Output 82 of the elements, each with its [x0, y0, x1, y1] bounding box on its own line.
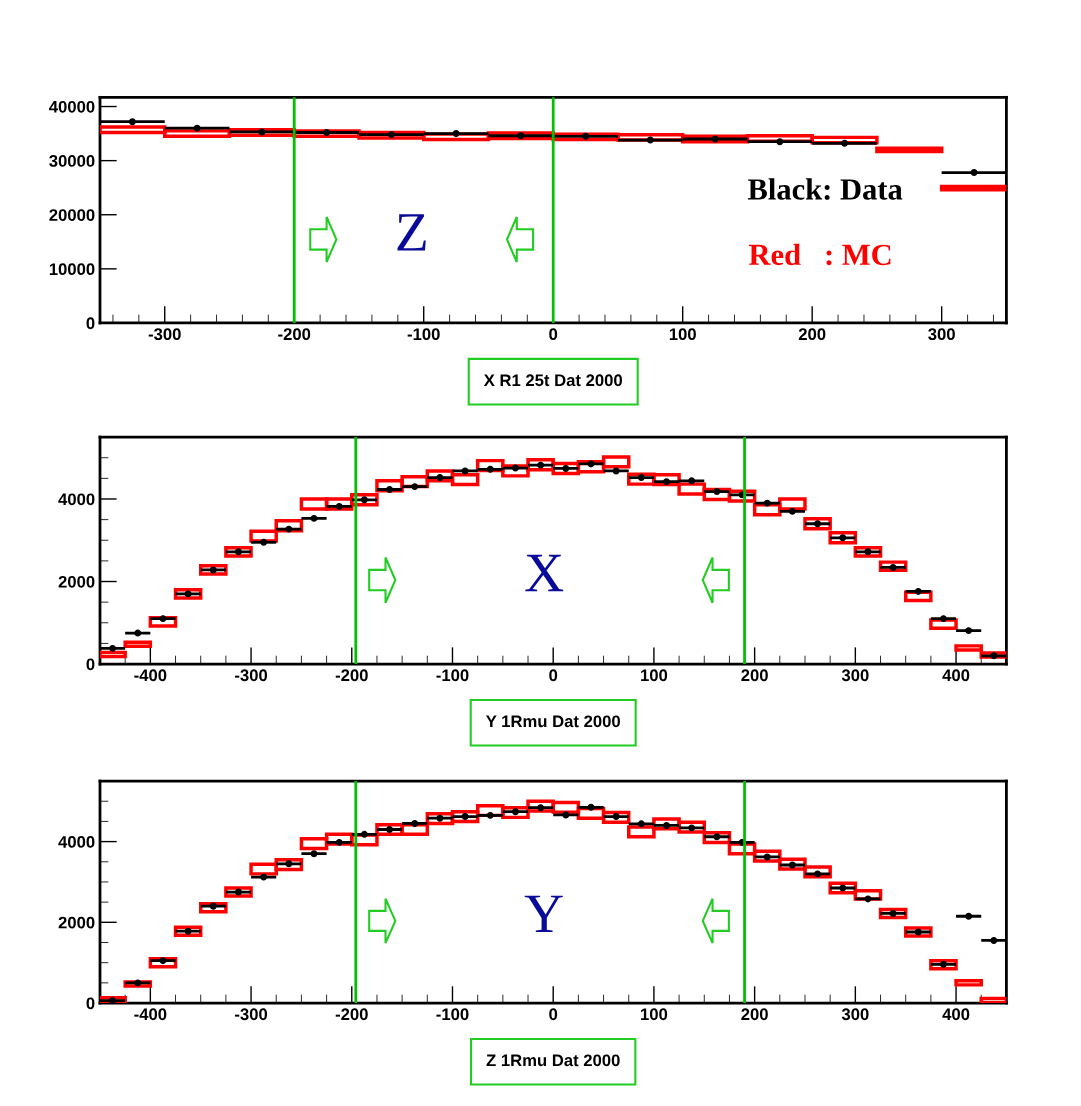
- x-tick-label: 0: [549, 669, 558, 682]
- x-tick-label: 400: [942, 1008, 970, 1021]
- point: [387, 131, 395, 139]
- point: [646, 136, 654, 144]
- point: [193, 124, 201, 132]
- point: [562, 811, 570, 819]
- x-tick-label: 200: [741, 1008, 768, 1021]
- x-tick-label: -300: [148, 328, 181, 341]
- point: [637, 820, 645, 828]
- x-tick-label: -300: [235, 1008, 268, 1021]
- x-tick-label: -100: [436, 1008, 469, 1021]
- annotation: Y: [524, 895, 563, 933]
- point: [990, 652, 998, 660]
- x-tick-label: 300: [841, 669, 869, 682]
- x-tick-label: 300: [928, 328, 955, 341]
- point: [109, 644, 117, 652]
- point: [258, 128, 266, 136]
- point: [612, 467, 620, 475]
- point: [939, 615, 947, 623]
- x-tick-label: 100: [641, 669, 668, 682]
- point: [517, 132, 525, 140]
- x-tick-label: 100: [669, 328, 696, 341]
- annotation: Red : MC: [748, 243, 891, 266]
- x-axis-title: X R1 25t Dat 2000: [483, 374, 623, 387]
- point: [452, 130, 460, 138]
- point: [688, 477, 696, 485]
- point: [310, 850, 318, 858]
- annotation: Z: [397, 214, 426, 251]
- point: [323, 129, 331, 136]
- point: [965, 912, 973, 920]
- x-tick-label: 100: [641, 1008, 668, 1021]
- y-tick-label: 4000: [58, 493, 95, 506]
- x-axis-title: Y 1Rmu Dat 2000: [486, 715, 620, 728]
- point: [134, 629, 142, 637]
- point: [461, 467, 469, 475]
- x-tick-label: 0: [549, 1008, 558, 1021]
- point: [310, 514, 318, 522]
- y-tick-label: 10000: [49, 263, 95, 276]
- y-tick-label: 0: [86, 997, 95, 1010]
- y-tick-label: 0: [86, 658, 95, 671]
- point: [128, 118, 136, 126]
- point: [109, 997, 117, 1004]
- y-tick-label: 40000: [49, 100, 95, 113]
- point: [360, 830, 368, 838]
- point: [134, 979, 142, 987]
- x-tick-label: 300: [841, 1008, 869, 1021]
- x-tick-label: -200: [278, 328, 311, 341]
- x-tick-label: -100: [407, 328, 440, 341]
- y-tick-label: 2000: [58, 575, 95, 588]
- x-axis-title: Z 1Rmu Dat 2000: [486, 1054, 620, 1067]
- y-tick-label: 20000: [49, 209, 95, 221]
- x-tick-label: -200: [335, 1008, 368, 1021]
- point: [486, 811, 494, 819]
- y-tick-label: 2000: [58, 916, 95, 929]
- x-tick-label: 0: [549, 328, 558, 341]
- x-tick-label: -400: [134, 669, 167, 682]
- x-tick-label: -300: [235, 669, 268, 682]
- y-tick-label: 4000: [58, 836, 95, 848]
- annotation: Black: Data: [747, 178, 903, 200]
- y-tick-label: 30000: [49, 155, 95, 167]
- point: [914, 587, 922, 595]
- point: [587, 803, 595, 811]
- point: [841, 139, 849, 147]
- point: [411, 819, 419, 827]
- point: [411, 483, 419, 491]
- x-tick-label: -400: [134, 1008, 167, 1021]
- point: [260, 538, 268, 546]
- x-tick-label: -100: [436, 669, 469, 682]
- y-tick-label: 0: [86, 317, 95, 330]
- x-tick-label: 200: [741, 669, 768, 682]
- point: [965, 627, 973, 635]
- point: [776, 138, 784, 146]
- point: [990, 937, 998, 944]
- annotation: X: [525, 554, 564, 592]
- point: [788, 507, 796, 515]
- x-tick-label: 200: [798, 328, 826, 341]
- point: [260, 873, 268, 881]
- point: [582, 132, 590, 140]
- point: [763, 499, 771, 507]
- x-tick-label: -200: [335, 669, 368, 682]
- x-tick-label: 400: [942, 669, 970, 682]
- point: [970, 169, 978, 177]
